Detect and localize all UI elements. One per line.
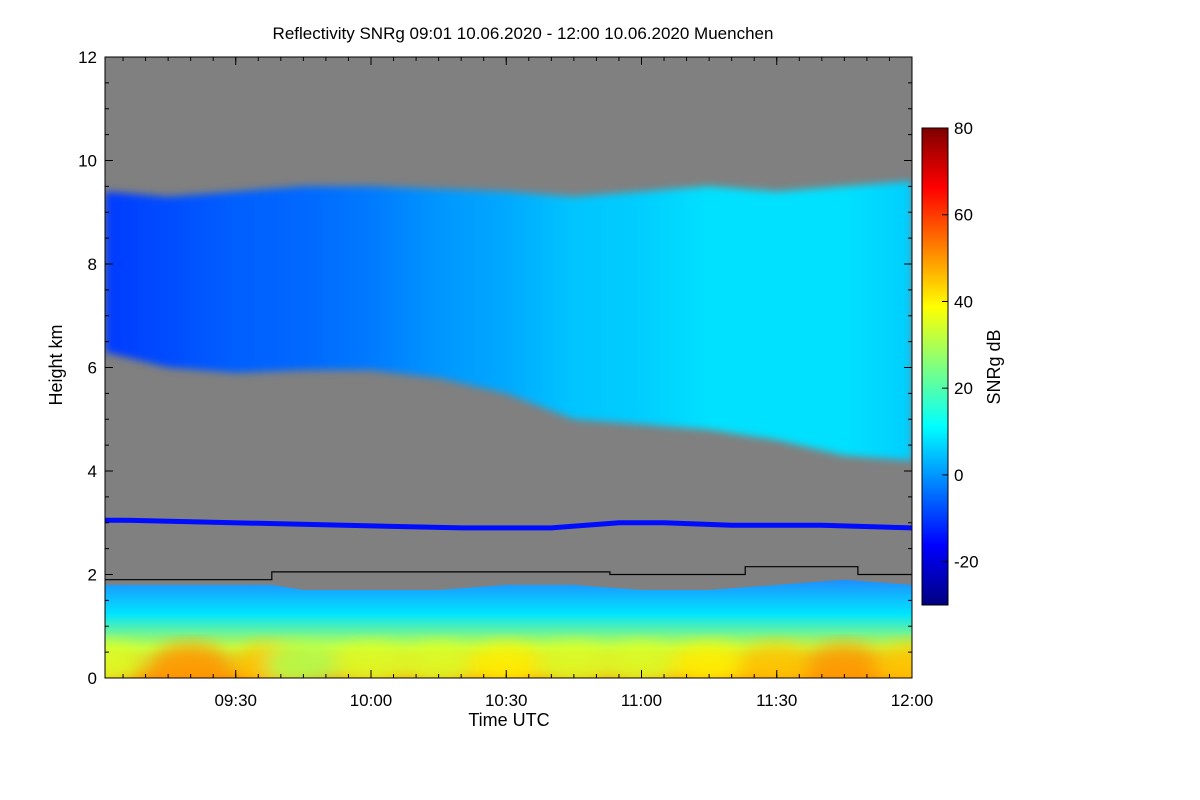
colorbar-tick-label: 20: [954, 379, 973, 398]
y-tick-label: 0: [88, 669, 97, 688]
boundary-layer-spot: [874, 643, 912, 678]
y-tick-label: 10: [78, 152, 97, 171]
y-tick-label: 6: [88, 359, 97, 378]
cirrus-layer: [105, 181, 912, 461]
colorbar-tick-label: 60: [954, 206, 973, 225]
boundary-layer-spot: [738, 643, 815, 678]
x-axis: 09:30 10:00 10:30 11:00 11:30 12:00: [122, 57, 934, 710]
x-axis-label: Time UTC: [468, 710, 549, 730]
plot-area: [105, 57, 912, 678]
boundary-layer-hotspots: [105, 643, 912, 678]
chart-title: Reflectivity SNRg 09:01 10.06.2020 - 12:…: [273, 24, 774, 43]
boundary-layer-spot: [806, 643, 883, 678]
boundary-layer-spot: [400, 643, 477, 678]
colorbar-tick-label: -20: [954, 553, 979, 572]
y-axis-label: Height km: [46, 324, 66, 405]
boundary-layer-spot: [535, 643, 612, 678]
boundary-layer-spot: [152, 643, 229, 678]
colorbar-tick-label: 80: [954, 119, 973, 138]
boundary-layer-spot: [105, 643, 143, 678]
y-axis: 0 2 4 6 8 10 12: [78, 48, 912, 688]
x-tick-label: 11:30: [756, 691, 797, 710]
y-tick-label: 12: [78, 48, 97, 67]
boundary-layer-spot: [265, 643, 342, 678]
colorbar-tick-label: 0: [954, 466, 963, 485]
x-tick-label: 12:00: [891, 691, 934, 710]
boundary-layer-spot: [671, 643, 748, 678]
colorbar-ticks: -20 0 20 40 60 80: [942, 119, 979, 572]
x-tick-label: 09:30: [214, 691, 257, 710]
colorbar-label: SNRg dB: [984, 329, 1004, 404]
reference-line: [105, 566, 912, 581]
x-tick-label: 11:00: [621, 691, 662, 710]
mid-level-layer: [105, 517, 912, 531]
colorbar-tick-label: 40: [954, 292, 973, 311]
y-tick-label: 2: [88, 566, 97, 585]
x-tick-label: 10:00: [350, 691, 393, 710]
colorbar: -20 0 20 40 60 80 SNRg dB: [921, 119, 1004, 606]
y-tick-label: 8: [88, 255, 97, 274]
boundary-layer-spot: [468, 643, 545, 678]
boundary-layer-spot: [603, 643, 680, 678]
y-tick-label: 4: [88, 462, 97, 481]
colorbar-gradient: [921, 127, 949, 606]
boundary-layer-spot: [333, 643, 409, 678]
x-tick-label: 10:30: [485, 691, 528, 710]
